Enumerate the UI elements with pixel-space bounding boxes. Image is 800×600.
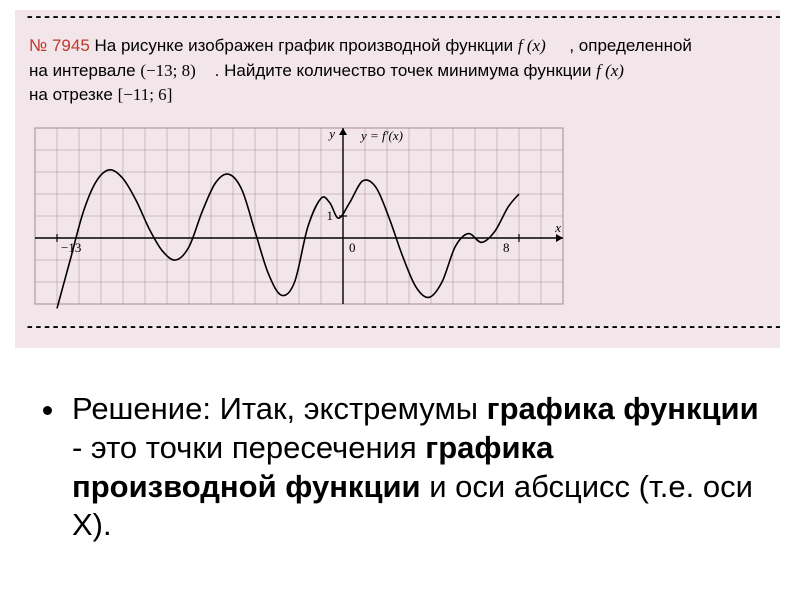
int1-close: ) [190,61,196,80]
sol-lead: Решение: Итак, экстремумы [72,391,487,426]
int2-close: ] [167,85,173,104]
problem-t1: На рисунке изображен график производной … [95,36,518,55]
derivative-chart: −13 0 8 1 x y y = f′(x) [27,120,571,312]
int1-a: −13; 8 [146,61,190,80]
problem-text: № 7945 На рисунке изображен график произ… [15,28,780,116]
problem-t4: . Найдите количество точек минимума функ… [215,61,596,80]
problem-box: ----------------------------------------… [15,10,780,348]
int2-a: −11; 6 [123,85,166,104]
svg-text:0: 0 [349,240,356,255]
solution-bullet: Решение: Итак, экстремумы графика функци… [68,390,760,545]
svg-text:y: y [327,126,335,141]
svg-text:8: 8 [503,240,510,255]
solution-text: Решение: Итак, экстремумы графика функци… [40,390,760,545]
svg-text:1: 1 [327,208,334,223]
slide: ----------------------------------------… [0,0,800,600]
chart-wrap: −13 0 8 1 x y y = f′(x) [15,116,780,320]
fx-2: f (x) [596,61,624,80]
problem-t2: , определенной [569,36,692,55]
problem-number: № 7945 [29,36,90,55]
bottom-dashes: ----------------------------------------… [15,320,780,338]
problem-t5: на отрезке [29,85,118,104]
svg-text:−13: −13 [61,240,81,255]
top-dashes: ----------------------------------------… [15,10,780,28]
sol-mid1: - это точки пересечения [72,430,425,465]
sol-b1: графика функции [487,391,759,426]
svg-text:x: x [554,220,561,235]
fx-1: f (x) [518,36,546,55]
svg-text:y = f′(x): y = f′(x) [359,128,403,143]
problem-t3: на интервале [29,61,140,80]
